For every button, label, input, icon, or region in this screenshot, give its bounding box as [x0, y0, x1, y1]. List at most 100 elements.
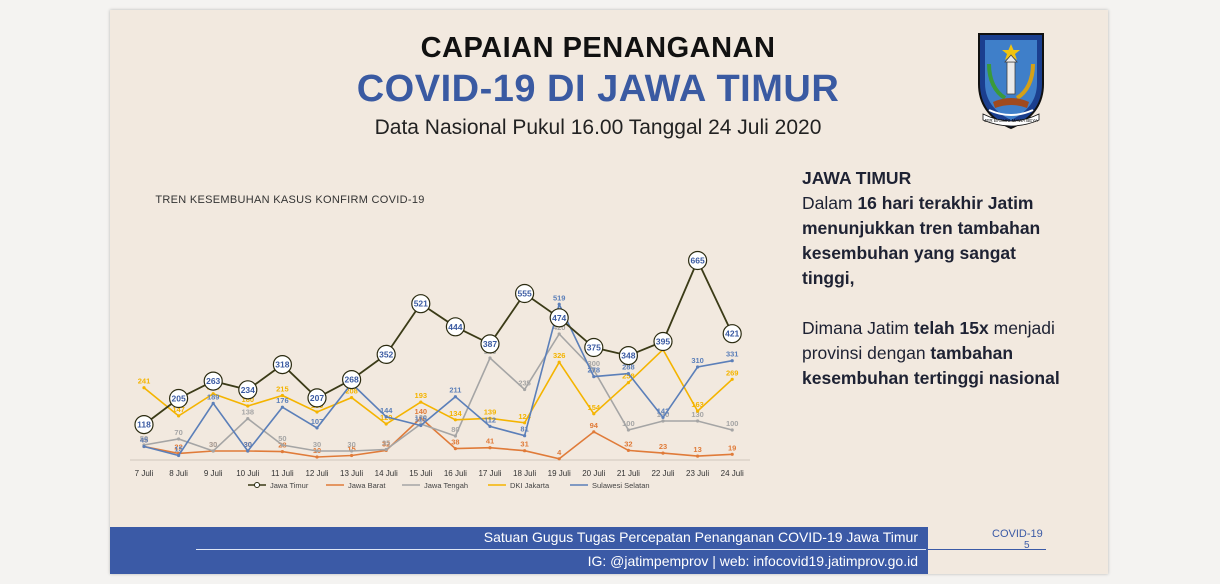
- page-divider: [928, 549, 1046, 550]
- data-label-sulawesi-selatan: 189: [207, 392, 220, 401]
- data-point-jawa-timur: [411, 294, 431, 314]
- legend-label-jawa-timur: Jawa Timur: [270, 481, 309, 490]
- data-label-sulawesi-selatan: 15: [174, 445, 182, 454]
- data-point-sulawesi-selatan: [730, 359, 734, 363]
- data-label-jawa-tengah: 100: [622, 419, 635, 428]
- data-label-jawa-timur: 318: [275, 360, 289, 370]
- data-label-sulawesi-selatan: 142: [657, 406, 670, 415]
- data-point-sulawesi-selatan: [280, 405, 284, 409]
- page-number: 5: [1024, 540, 1030, 551]
- data-label-jawa-timur: 118: [137, 420, 151, 430]
- legend-label-dki-jakarta: DKI Jakarta: [510, 481, 550, 490]
- side-paragraph-1: Dalam 16 hari terakhir Jatim menunjukkan…: [802, 191, 1072, 291]
- data-label-sulawesi-selatan: 288: [622, 363, 635, 372]
- data-label-jawa-timur: 234: [241, 385, 255, 395]
- data-label-jawa-timur: 421: [725, 329, 739, 339]
- data-label-jawa-timur: 521: [414, 299, 428, 309]
- data-label-jawa-timur: 268: [345, 375, 359, 385]
- x-tick-label: 17 Juli: [478, 469, 501, 478]
- data-point-jawa-timur: [515, 283, 535, 304]
- data-label-jawa-tengah: 300: [588, 359, 601, 368]
- legend-marker-jawa-timur: [254, 482, 260, 488]
- data-point-jawa-timur: [376, 344, 396, 364]
- data-point-jawa-tengah: [177, 437, 181, 441]
- data-label-jawa-timur: 387: [483, 339, 497, 349]
- data-point-jawa-tengah: [453, 434, 457, 438]
- east-java-crest-icon: JER BASUKI MAWA BEYA: [978, 33, 1044, 130]
- data-label-dki-jakarta: 163: [691, 400, 704, 409]
- data-label-jawa-tengah: 120: [415, 413, 428, 422]
- data-label-jawa-timur: 205: [172, 394, 186, 404]
- side-paragraph-2: Dimana Jatim telah 15x menjadi provinsi …: [802, 316, 1072, 391]
- data-label-jawa-tengah: 30: [313, 440, 321, 449]
- footer-bar: [110, 527, 928, 574]
- data-point-jawa-barat: [350, 453, 354, 458]
- data-point-jawa-timur: [722, 324, 742, 344]
- data-point-jawa-timur: [134, 415, 154, 435]
- x-tick-label: 19 Juli: [548, 469, 571, 478]
- data-label-sulawesi-selatan: 115: [415, 415, 427, 424]
- data-label-jawa-timur: 207: [310, 393, 324, 403]
- data-point-dki-jakarta: [177, 414, 181, 418]
- data-point-sulawesi-selatan: [557, 302, 561, 306]
- data-label-jawa-tengah: 80: [451, 425, 459, 434]
- title-line-2: COVID-19 DI JAWA TIMUR: [356, 68, 840, 110]
- x-tick-label: 10 Juli: [236, 469, 259, 478]
- data-point-jawa-tengah: [557, 332, 561, 336]
- data-point-jawa-tengah: [211, 449, 215, 453]
- data-label-jawa-timur: 555: [518, 289, 532, 299]
- data-point-jawa-barat: [419, 416, 423, 420]
- data-label-jawa-barat: 15: [347, 445, 355, 454]
- footer-divider: [196, 549, 926, 550]
- data-point-jawa-tengah: [315, 449, 319, 453]
- data-point-jawa-barat: [315, 455, 319, 459]
- data-label-jawa-tengah: 70: [174, 428, 182, 437]
- series-line-jawa-barat: [143, 416, 733, 460]
- data-label-sulawesi-selatan: 310: [691, 356, 704, 365]
- data-point-dki-jakarta: [280, 393, 284, 398]
- legend-label-jawa-tengah: Jawa Tengah: [424, 481, 468, 490]
- data-label-jawa-barat: 30: [244, 440, 252, 449]
- data-point-jawa-tengah: [280, 443, 284, 447]
- data-point-sulawesi-selatan: [661, 415, 665, 419]
- data-label-jawa-timur: 263: [206, 376, 220, 386]
- data-point-jawa-tengah: [730, 428, 734, 432]
- crest-motto: JER BASUKI MAWA BEYA: [984, 118, 1038, 123]
- data-label-jawa-tengah: 100: [726, 419, 739, 428]
- data-point-dki-jakarta: [419, 400, 423, 404]
- data-label-sulawesi-selatan: 81: [520, 425, 528, 434]
- side-p2-a: Dimana Jatim: [802, 318, 914, 338]
- data-label-sulawesi-selatan: 45: [140, 436, 148, 445]
- data-point-dki-jakarta: [315, 410, 319, 414]
- data-point-jawa-tengah: [696, 419, 700, 423]
- x-tick-label: 13 Juli: [340, 469, 363, 478]
- data-label-jawa-tengah: 130: [657, 410, 670, 419]
- data-point-dki-jakarta: [384, 422, 388, 426]
- data-point-dki-jakarta: [142, 386, 146, 390]
- data-point-jawa-timur: [342, 370, 362, 390]
- legend-label-sulawesi-selatan: Sulawesi Selatan: [592, 481, 650, 490]
- data-point-sulawesi-selatan: [696, 365, 700, 369]
- data-point-jawa-timur: [480, 334, 500, 354]
- side-p2-b: telah 15x: [913, 318, 989, 338]
- data-point-jawa-tengah: [661, 419, 665, 423]
- subtitle: Data Nasional Pukul 16.00 Tanggal 24 Jul…: [374, 116, 822, 139]
- data-label-jawa-barat: 94: [590, 421, 599, 430]
- data-point-jawa-tengah: [488, 356, 492, 360]
- x-tick-label: 8 Juli: [169, 469, 188, 478]
- data-label-jawa-barat: 31: [520, 440, 528, 449]
- data-label-jawa-timur: 352: [379, 349, 393, 359]
- x-tick-label: 23 Juli: [686, 469, 709, 478]
- data-point-jawa-barat: [661, 451, 665, 455]
- data-point-jawa-timur: [549, 308, 569, 328]
- data-point-jawa-timur: [618, 346, 638, 366]
- data-label-jawa-tengah: 50: [140, 434, 148, 443]
- footer-line-2: IG: @jatimpemprov | web: infocovid19.jat…: [587, 553, 918, 569]
- data-point-sulawesi-selatan: [626, 372, 630, 376]
- data-point-sulawesi-selatan: [177, 453, 181, 458]
- data-point-jawa-barat: [557, 457, 561, 461]
- data-label-dki-jakarta: 154: [588, 403, 601, 412]
- x-tick-label: 12 Juli: [305, 469, 328, 478]
- series-line-sulawesi-selatan: [143, 301, 733, 457]
- x-tick-label: 15 Juli: [409, 469, 432, 478]
